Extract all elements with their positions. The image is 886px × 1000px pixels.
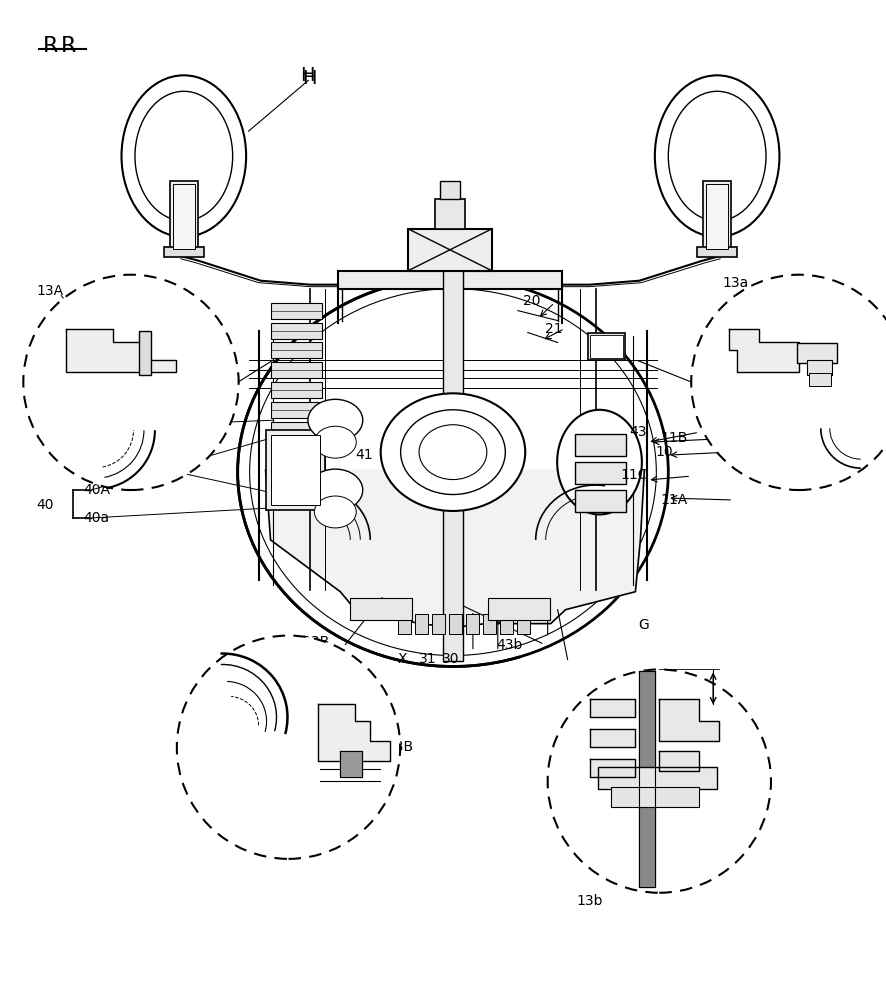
Bar	[806, 360, 831, 375]
Bar	[270, 435, 320, 505]
Ellipse shape	[556, 410, 641, 514]
Bar	[431, 614, 445, 634]
Bar	[270, 323, 322, 339]
Bar	[173, 184, 195, 249]
Text: 31: 31	[418, 652, 436, 666]
Bar	[597, 767, 717, 789]
Ellipse shape	[400, 410, 505, 495]
Polygon shape	[589, 729, 634, 747]
Bar	[270, 422, 322, 438]
Bar	[265, 430, 325, 510]
Polygon shape	[589, 759, 634, 777]
Ellipse shape	[307, 469, 362, 511]
Circle shape	[547, 669, 770, 893]
Bar	[350, 598, 412, 620]
Text: 43C: 43C	[125, 418, 152, 432]
Bar	[574, 490, 626, 512]
Polygon shape	[340, 751, 361, 777]
Bar	[448, 614, 462, 634]
Circle shape	[176, 636, 400, 859]
Text: 40A: 40A	[83, 483, 111, 497]
Bar	[482, 614, 495, 634]
Text: 40: 40	[36, 498, 54, 512]
Bar	[415, 614, 428, 634]
Bar	[398, 614, 410, 634]
Bar	[270, 382, 322, 398]
Polygon shape	[318, 704, 390, 761]
Bar	[270, 362, 322, 378]
Ellipse shape	[314, 426, 356, 458]
Polygon shape	[639, 671, 655, 887]
Bar	[338, 271, 561, 289]
Bar	[796, 343, 835, 363]
Bar	[408, 229, 492, 271]
Bar	[270, 303, 322, 319]
Ellipse shape	[307, 399, 362, 441]
Text: G: G	[637, 618, 648, 632]
Ellipse shape	[135, 91, 232, 221]
Text: 10: 10	[655, 445, 672, 459]
Polygon shape	[265, 470, 643, 628]
Polygon shape	[658, 699, 719, 741]
Ellipse shape	[249, 289, 656, 656]
Text: 43B: 43B	[385, 740, 413, 754]
Text: 11A: 11A	[659, 493, 687, 507]
Text: R: R	[61, 36, 76, 56]
Bar	[574, 434, 626, 456]
Bar	[703, 181, 730, 253]
Bar	[705, 184, 727, 249]
Bar	[139, 331, 151, 375]
Text: 30: 30	[441, 652, 459, 666]
Text: H: H	[302, 69, 316, 88]
Text: 43b: 43b	[496, 638, 523, 652]
Text: 21: 21	[545, 322, 563, 336]
Bar	[587, 333, 625, 360]
Bar	[169, 181, 198, 253]
Ellipse shape	[314, 496, 356, 528]
Bar	[439, 181, 460, 199]
Text: 40a: 40a	[83, 511, 110, 525]
Text: 13a: 13a	[721, 276, 748, 290]
Polygon shape	[589, 699, 634, 717]
Polygon shape	[66, 329, 175, 372]
Ellipse shape	[121, 75, 245, 237]
Bar	[434, 199, 464, 229]
Bar	[442, 267, 462, 661]
Text: 13b: 13b	[576, 894, 602, 908]
Bar	[164, 247, 204, 257]
Text: 13B: 13B	[302, 635, 329, 649]
Text: 43a: 43a	[763, 465, 789, 479]
Text: X: X	[397, 652, 407, 666]
Bar	[808, 373, 830, 386]
Ellipse shape	[380, 393, 525, 511]
Text: 13A: 13A	[36, 284, 64, 298]
Bar	[574, 462, 626, 484]
Bar	[270, 342, 322, 358]
Text: 20: 20	[523, 294, 540, 308]
Bar	[610, 787, 698, 807]
Bar	[517, 614, 529, 634]
Text: H: H	[300, 66, 315, 85]
Circle shape	[690, 275, 886, 490]
Ellipse shape	[654, 75, 779, 237]
Ellipse shape	[418, 425, 486, 480]
Text: 43A: 43A	[81, 448, 108, 462]
Polygon shape	[658, 751, 698, 771]
Text: 41: 41	[354, 448, 372, 462]
Text: 11C: 11C	[619, 468, 647, 482]
Bar	[270, 402, 322, 418]
Bar	[465, 614, 478, 634]
Text: R: R	[43, 36, 58, 56]
Text: 43: 43	[628, 425, 646, 439]
Circle shape	[23, 275, 238, 490]
Bar	[589, 335, 623, 358]
Ellipse shape	[237, 278, 667, 666]
Ellipse shape	[667, 91, 766, 221]
Polygon shape	[728, 329, 798, 372]
Bar	[696, 247, 736, 257]
Text: 11B: 11B	[659, 431, 687, 445]
Bar	[499, 614, 512, 634]
Bar	[487, 598, 549, 620]
